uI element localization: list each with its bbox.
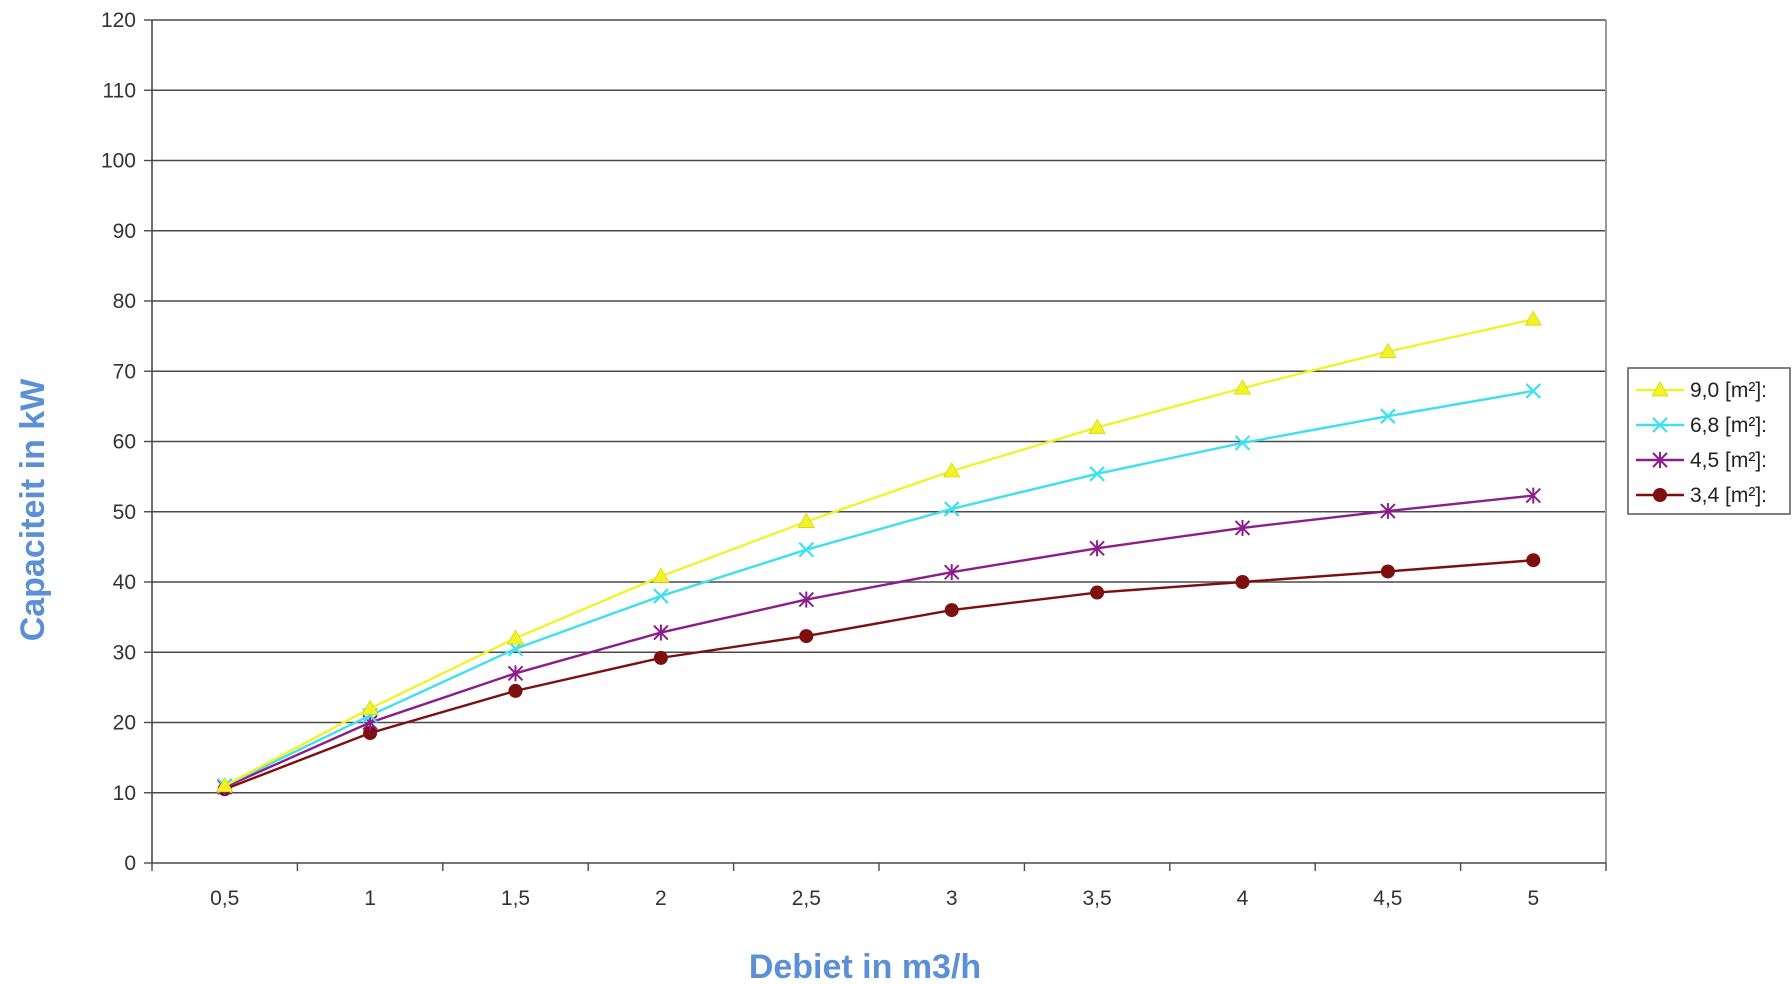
x-tick-label-2: 1,5	[501, 887, 530, 910]
axes	[144, 19, 1607, 871]
point-s2-4	[798, 591, 815, 608]
legend-marker-3	[1653, 488, 1667, 502]
y-tick-label-20: 20	[113, 712, 136, 735]
y-tick-label-70: 70	[113, 360, 136, 383]
legend-label-1: 6,8 [m²]:	[1690, 414, 1767, 437]
legend-label-3: 3,4 [m²]:	[1690, 484, 1767, 507]
point-s3-5	[944, 603, 959, 618]
point-s1-7	[1234, 435, 1251, 451]
point-s3-4	[799, 629, 814, 644]
x-tick-label-3: 2	[655, 887, 667, 910]
legend-item-0: 9,0 [m²]:	[1636, 379, 1767, 402]
point-s1-5	[943, 501, 960, 517]
point-s2-5	[943, 564, 960, 581]
y-tick-label-110: 110	[103, 79, 136, 102]
point-s2-2	[507, 665, 524, 682]
y-tick-label-10: 10	[113, 782, 136, 805]
point-s0-7	[1233, 379, 1252, 395]
x-tick-label-7: 4	[1237, 887, 1249, 910]
point-s3-2	[508, 683, 523, 698]
point-s1-6	[1089, 466, 1105, 482]
y-tick-label-50: 50	[113, 501, 136, 524]
x-tick-label-9: 5	[1527, 887, 1539, 910]
point-s1-3	[653, 588, 669, 604]
point-s0-6	[1088, 418, 1106, 434]
y-tick-label-120: 120	[101, 9, 136, 32]
x-tick-label-8: 4,5	[1373, 887, 1402, 910]
x-tick-label-4: 2,5	[792, 887, 821, 910]
point-s3-9	[1526, 553, 1541, 568]
legend-marker-1	[1652, 417, 1668, 433]
series-line-3	[224, 559, 1534, 791]
point-s3-7	[1235, 575, 1250, 589]
series-1	[216, 383, 1542, 794]
y-tick-label-0: 0	[124, 852, 136, 875]
legend-item-2: 4,5 [m²]:	[1636, 449, 1767, 472]
series-group	[216, 310, 1542, 797]
series-line-0	[224, 318, 1534, 787]
series-line-1	[224, 389, 1534, 787]
point-s2-6	[1089, 540, 1105, 557]
point-s0-4	[797, 512, 815, 528]
y-tick-label-60: 60	[113, 431, 136, 454]
point-s1-9	[1525, 383, 1542, 399]
legend-label-0: 9,0 [m²]:	[1690, 379, 1767, 402]
series-line-2	[224, 494, 1534, 789]
point-s3-3	[653, 650, 668, 665]
gridlines	[152, 19, 1606, 794]
x-tick-label-6: 3,5	[1082, 887, 1111, 910]
point-s0-8	[1379, 342, 1397, 358]
x-tick-labels: 0,5 1 1,5 2 2,5 3 3,5 4 4,5 5	[210, 887, 1539, 910]
point-s3-6	[1090, 585, 1105, 600]
legend-item-1: 6,8 [m²]:	[1636, 414, 1767, 437]
point-s0-0	[216, 776, 234, 793]
point-s2-7	[1234, 519, 1251, 536]
point-s0-2	[506, 629, 525, 645]
series-2	[216, 487, 1542, 796]
y-tick-label-90: 90	[113, 220, 136, 243]
point-s0-3	[652, 567, 670, 583]
point-s2-9	[1525, 487, 1542, 504]
x-tick-label-1: 1	[364, 887, 376, 910]
point-s0-9	[1524, 310, 1542, 326]
legend-item-3: 3,4 [m²]:	[1636, 484, 1767, 507]
legend: 9,0 [m²]: 6,8 [m²]: 4,5 [m²]: 3,4 [m²]:	[1627, 367, 1791, 515]
x-tick-label-5: 3	[946, 887, 958, 910]
series-0	[216, 310, 1542, 793]
y-tick-label-100: 100	[101, 150, 136, 173]
point-s1-4	[798, 541, 815, 558]
y-tick-label-80: 80	[113, 290, 136, 313]
y-axis-title: Capaciteit in kW	[14, 378, 52, 642]
point-s1-8	[1380, 408, 1396, 424]
point-s3-8	[1380, 564, 1395, 579]
y-tick-labels: 0 10 20 30 40 50 60 70 80 90 100 110 120	[101, 9, 136, 875]
point-s0-5	[943, 462, 961, 478]
legend-marker-0	[1651, 381, 1669, 397]
legend-label-2: 4,5 [m²]:	[1690, 449, 1767, 472]
x-tick-label-0: 0,5	[210, 887, 239, 910]
x-axis-title: Debiet in m3/h	[749, 948, 981, 984]
series-3	[217, 553, 1541, 797]
y-tick-label-40: 40	[113, 571, 136, 594]
point-s2-8	[1380, 503, 1396, 520]
point-s2-3	[653, 624, 669, 641]
point-s3-1	[363, 726, 378, 741]
y-tick-label-30: 30	[113, 641, 136, 664]
legend-marker-2	[1652, 452, 1668, 468]
point-s0-1	[361, 699, 379, 715]
